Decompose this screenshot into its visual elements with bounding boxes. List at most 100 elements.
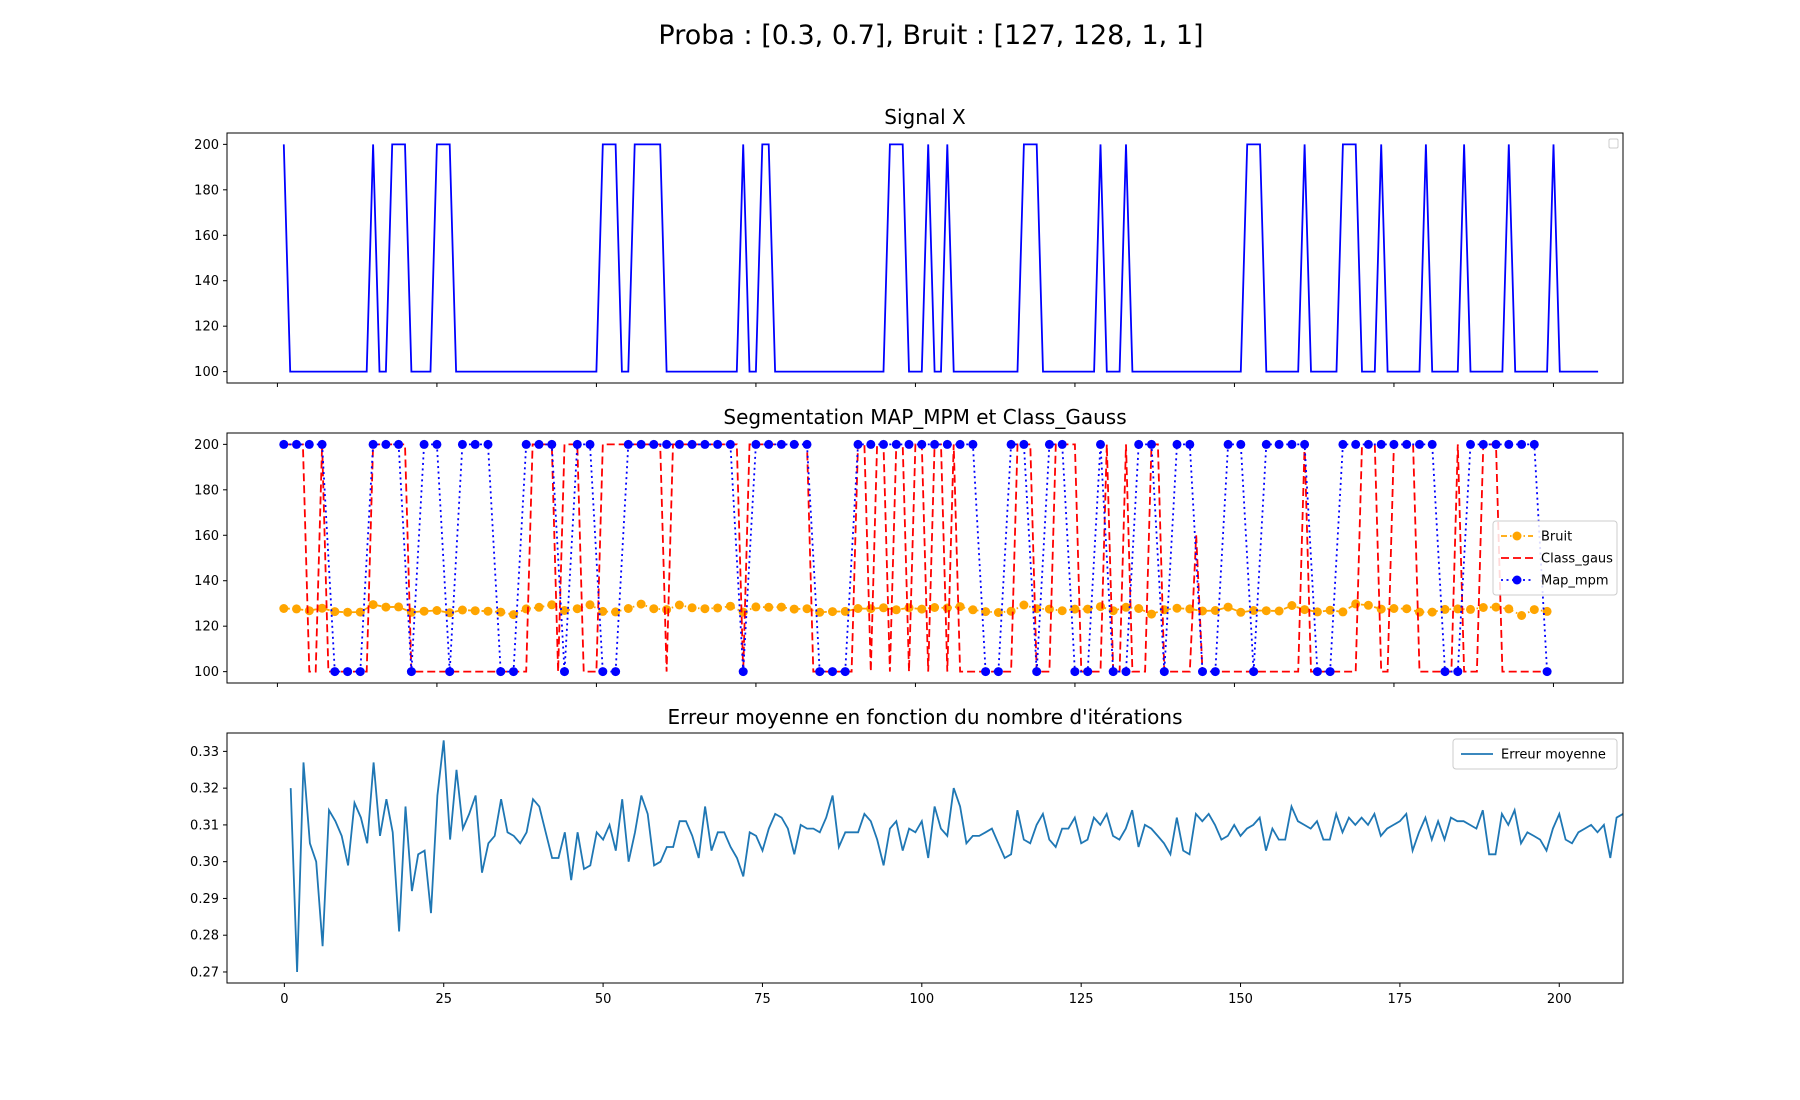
data-point xyxy=(1172,603,1182,613)
data-point xyxy=(674,439,684,449)
series-line-erreur moyenne xyxy=(289,740,1623,973)
legend-label: Erreur moyenne xyxy=(1501,748,1606,763)
data-point xyxy=(1019,439,1029,449)
data-point xyxy=(483,606,493,616)
data-point xyxy=(1121,602,1131,612)
data-point xyxy=(1147,609,1156,619)
series-line xyxy=(282,143,1599,373)
data-point xyxy=(662,605,672,615)
data-point xyxy=(585,600,595,610)
data-point xyxy=(470,606,480,616)
data-point xyxy=(968,605,978,615)
data-point xyxy=(1312,667,1322,677)
y-tick-label: 0.33 xyxy=(190,745,219,760)
data-point xyxy=(1249,606,1259,615)
x-tick-label: 125 xyxy=(1069,992,1094,1007)
data-point xyxy=(1121,667,1131,677)
data-point xyxy=(636,599,646,609)
data-point xyxy=(1415,607,1424,617)
data-point xyxy=(509,667,518,677)
data-point xyxy=(304,606,314,616)
data-point xyxy=(611,667,621,677)
data-point xyxy=(1440,667,1450,677)
data-point xyxy=(1542,667,1552,677)
data-point xyxy=(1134,439,1144,449)
data-point xyxy=(598,606,608,616)
data-point xyxy=(1249,667,1259,677)
data-point xyxy=(1159,667,1169,677)
data-point xyxy=(611,607,621,617)
data-point xyxy=(1057,439,1067,449)
data-point xyxy=(789,439,799,449)
data-point xyxy=(853,604,863,613)
figure-suptitle: Proba : [0.3, 0.7], Bruit : [127, 128, 1… xyxy=(658,20,1203,51)
data-point xyxy=(1376,604,1386,614)
data-point xyxy=(292,604,301,614)
data-point xyxy=(1542,606,1552,616)
legend-label: Class_gaus xyxy=(1541,552,1613,567)
legend-box xyxy=(1452,738,1618,770)
panel-title: Erreur moyenne en fonction du nombre d'i… xyxy=(667,705,1182,729)
data-point xyxy=(1427,439,1437,449)
data-point xyxy=(534,602,544,612)
data-point xyxy=(700,604,710,614)
axes-frame xyxy=(226,132,1624,384)
y-tick-label: 180 xyxy=(194,483,219,498)
data-point xyxy=(942,439,952,449)
data-point xyxy=(891,439,901,449)
data-point xyxy=(649,439,659,449)
data-point xyxy=(1312,607,1322,617)
data-point xyxy=(560,606,569,615)
data-point xyxy=(457,605,467,615)
data-point xyxy=(445,608,455,618)
data-point xyxy=(1044,439,1054,449)
legend-marker xyxy=(1512,575,1522,585)
data-point xyxy=(1147,439,1156,449)
data-point xyxy=(1287,601,1297,610)
plot-area xyxy=(282,143,1599,373)
data-point xyxy=(1325,605,1335,615)
data-point xyxy=(317,439,327,449)
data-point xyxy=(1223,439,1233,449)
data-point xyxy=(432,606,442,615)
data-point xyxy=(445,667,455,677)
series-line-bruit xyxy=(283,602,1548,617)
data-point xyxy=(1287,439,1297,449)
y-tick-label: 140 xyxy=(194,274,219,289)
data-point xyxy=(432,439,442,449)
data-point xyxy=(560,667,569,677)
data-point xyxy=(1185,439,1195,449)
y-tick-label: 160 xyxy=(194,229,219,244)
data-point xyxy=(368,439,378,449)
data-point xyxy=(483,439,493,449)
x-tick-label: 50 xyxy=(595,992,612,1007)
data-point xyxy=(1083,604,1093,614)
data-point xyxy=(713,603,723,613)
data-point xyxy=(406,667,416,677)
data-point xyxy=(1300,605,1310,615)
data-point xyxy=(1134,604,1144,613)
data-point xyxy=(1363,439,1373,449)
data-point xyxy=(1351,439,1361,449)
data-point xyxy=(700,439,710,449)
data-point xyxy=(738,667,748,677)
data-point xyxy=(725,601,735,611)
data-point xyxy=(1389,439,1399,449)
data-point xyxy=(776,439,786,449)
data-point xyxy=(1083,667,1093,677)
data-point xyxy=(1478,439,1488,449)
data-point xyxy=(1389,604,1399,613)
data-point xyxy=(1478,603,1488,612)
data-point xyxy=(751,439,761,449)
x-tick-label: 150 xyxy=(1228,992,1253,1007)
plot-area xyxy=(279,439,1552,677)
data-point xyxy=(1223,602,1233,612)
data-point xyxy=(1351,599,1361,609)
data-point xyxy=(687,603,697,613)
data-point xyxy=(636,439,646,449)
data-point xyxy=(1236,439,1246,449)
data-point xyxy=(1006,439,1016,449)
data-point xyxy=(1274,606,1284,616)
panel-1: Signal X 100 120 140 160 180 200 xyxy=(194,105,1624,387)
